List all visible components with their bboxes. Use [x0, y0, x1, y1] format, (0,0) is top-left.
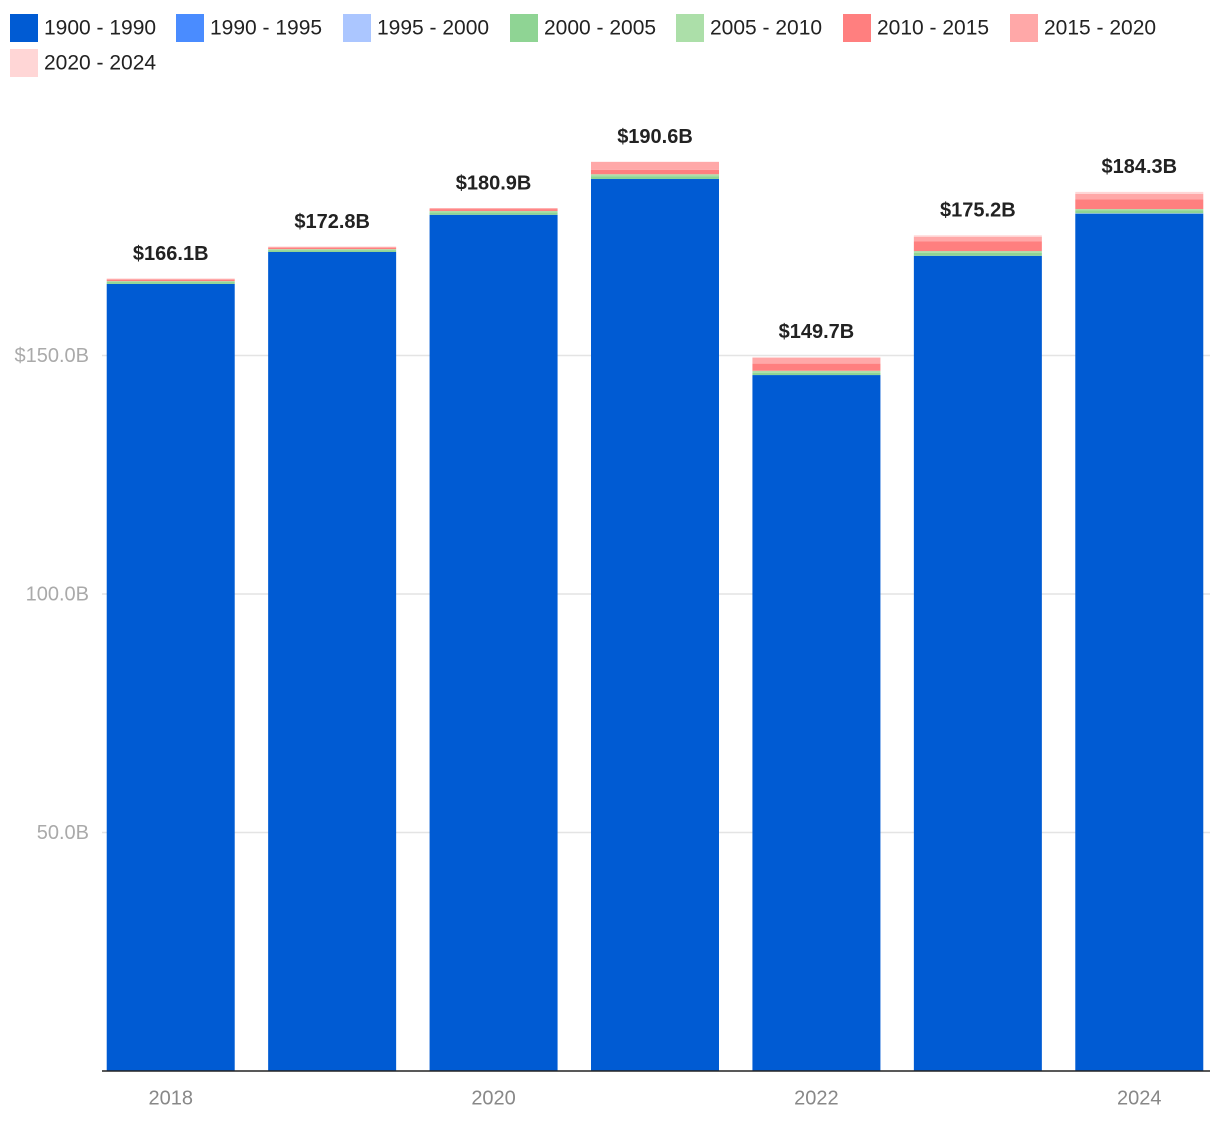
total-label: $166.1B: [133, 243, 209, 265]
x-tick-label: 2022: [794, 1087, 839, 1109]
bar-segment: [591, 169, 719, 175]
legend-swatch: [676, 14, 704, 42]
bar-segment: [913, 252, 1042, 256]
bar-segment: [1075, 210, 1204, 214]
legend-swatch: [10, 49, 38, 77]
bar-segment: [752, 363, 881, 371]
bar-segment: [1075, 209, 1204, 211]
bar-segment: [106, 279, 235, 282]
bar-segment: [1075, 199, 1204, 210]
bar-segment: [1075, 193, 1204, 200]
bar-segment: [1075, 213, 1204, 1071]
legend-swatch: [843, 14, 871, 42]
bar-segment: [591, 176, 719, 180]
bar-segment: [913, 251, 1042, 253]
bar-segment: [913, 236, 1042, 242]
bar-segment: [913, 255, 1042, 1071]
x-tick-label: 2024: [1117, 1087, 1162, 1109]
legend-swatch: [10, 14, 38, 42]
total-label: $180.9B: [456, 172, 532, 194]
bar-segment: [106, 281, 235, 283]
legend-label: 2020 - 2024: [44, 52, 156, 75]
y-tick-label: 100.0B: [26, 583, 89, 605]
bar-segment: [106, 282, 235, 284]
bar-segment: [752, 370, 881, 373]
bar-segment: [268, 247, 397, 250]
bar-segment: [268, 251, 397, 1072]
bar-segment: [752, 375, 881, 1071]
bar-segment: [429, 214, 558, 1071]
total-label: $149.7B: [779, 321, 855, 343]
x-tick-label: 2020: [471, 1087, 516, 1109]
bar-segment: [591, 161, 719, 170]
bar-segment: [752, 357, 881, 364]
bar-segment: [913, 241, 1042, 252]
bar-segment: [752, 356, 881, 358]
legend-label: 1990 - 1995: [210, 17, 322, 40]
bar-segment: [752, 372, 881, 376]
legend-swatch: [1010, 14, 1038, 42]
bar-segment: [429, 212, 558, 215]
total-label: $175.2B: [940, 200, 1016, 222]
bar-segment: [268, 250, 397, 252]
bar-segment: [268, 249, 397, 251]
bar-segment: [913, 235, 1042, 237]
bar-segment: [1075, 191, 1204, 194]
legend-label: 1995 - 2000: [377, 17, 489, 40]
bar-segment: [429, 209, 558, 211]
bar-segment: [106, 283, 235, 1071]
total-label: $184.3B: [1101, 156, 1177, 178]
bar-segment: [106, 278, 235, 280]
bar-segment: [429, 208, 558, 210]
legend-swatch: [510, 14, 538, 42]
legend-label: 2010 - 2015: [877, 17, 989, 40]
bar-segment: [268, 246, 397, 248]
legend-swatch: [343, 14, 371, 42]
bar-segment: [591, 179, 719, 1071]
legend-label: 1900 - 1990: [44, 17, 156, 40]
y-tick-label: $150.0B: [14, 345, 89, 367]
legend-label: 2015 - 2020: [1044, 17, 1156, 40]
total-label: $172.8B: [294, 211, 370, 233]
bar-segment: [591, 174, 719, 177]
legend-label: 2000 - 2005: [544, 17, 656, 40]
legend-swatch: [176, 14, 204, 42]
total-label: $190.6B: [617, 126, 693, 148]
x-tick-label: 2018: [148, 1087, 193, 1109]
legend-label: 2005 - 2010: [710, 17, 822, 40]
y-tick-label: 50.0B: [37, 822, 89, 844]
bar-segment: [429, 210, 558, 213]
